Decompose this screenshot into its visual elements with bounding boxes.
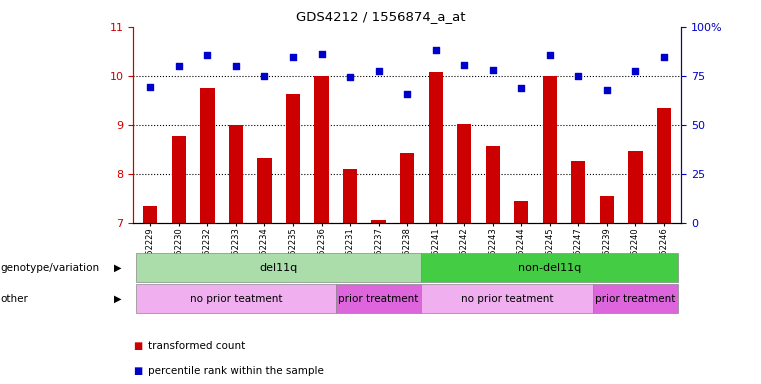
Point (344, 74, 356, 80)
Point (543, 52, 556, 58)
Text: prior treatment: prior treatment (339, 293, 419, 304)
Text: ▶: ▶ (114, 293, 122, 304)
Bar (229, 125, 243, 223)
Text: ■: ■ (133, 341, 142, 351)
Bar (314, 76, 329, 223)
Point (487, 67, 499, 73)
Point (230, 63, 242, 69)
Bar (657, 108, 671, 223)
Point (144, 84, 157, 90)
Bar (629, 151, 642, 223)
Bar (457, 124, 471, 223)
Bar (600, 196, 614, 223)
Point (601, 86, 613, 93)
Point (258, 73, 271, 79)
Bar (257, 158, 272, 223)
Text: other: other (0, 293, 28, 304)
Text: del11q: del11q (260, 263, 298, 273)
Text: transformed count: transformed count (148, 341, 246, 351)
Text: no prior teatment: no prior teatment (189, 293, 282, 304)
Text: prior treatment: prior treatment (595, 293, 676, 304)
Bar (371, 220, 386, 223)
Text: GDS4212 / 1556874_a_at: GDS4212 / 1556874_a_at (296, 10, 465, 23)
Bar (428, 72, 443, 223)
Bar (486, 146, 500, 223)
Point (316, 51, 328, 57)
Bar (572, 161, 585, 223)
Text: percentile rank within the sample: percentile rank within the sample (148, 366, 324, 376)
Text: non-del11q: non-del11q (518, 263, 581, 273)
Bar (400, 153, 414, 223)
Bar (172, 136, 186, 223)
Point (515, 85, 527, 91)
Text: no prior teatment: no prior teatment (460, 293, 553, 304)
Bar (286, 94, 300, 223)
Point (173, 63, 185, 69)
Bar (143, 205, 158, 223)
Text: ■: ■ (133, 366, 142, 376)
Point (287, 54, 299, 60)
Point (201, 52, 213, 58)
Point (429, 47, 441, 53)
Text: genotype/variation: genotype/variation (0, 263, 99, 273)
Point (372, 68, 384, 74)
Bar (543, 76, 557, 223)
Bar (200, 88, 215, 223)
Point (401, 91, 413, 98)
Point (458, 62, 470, 68)
Bar (514, 201, 528, 223)
Point (629, 68, 642, 74)
Point (572, 73, 584, 79)
Bar (343, 169, 357, 223)
Text: ▶: ▶ (114, 263, 122, 273)
Point (658, 54, 670, 60)
